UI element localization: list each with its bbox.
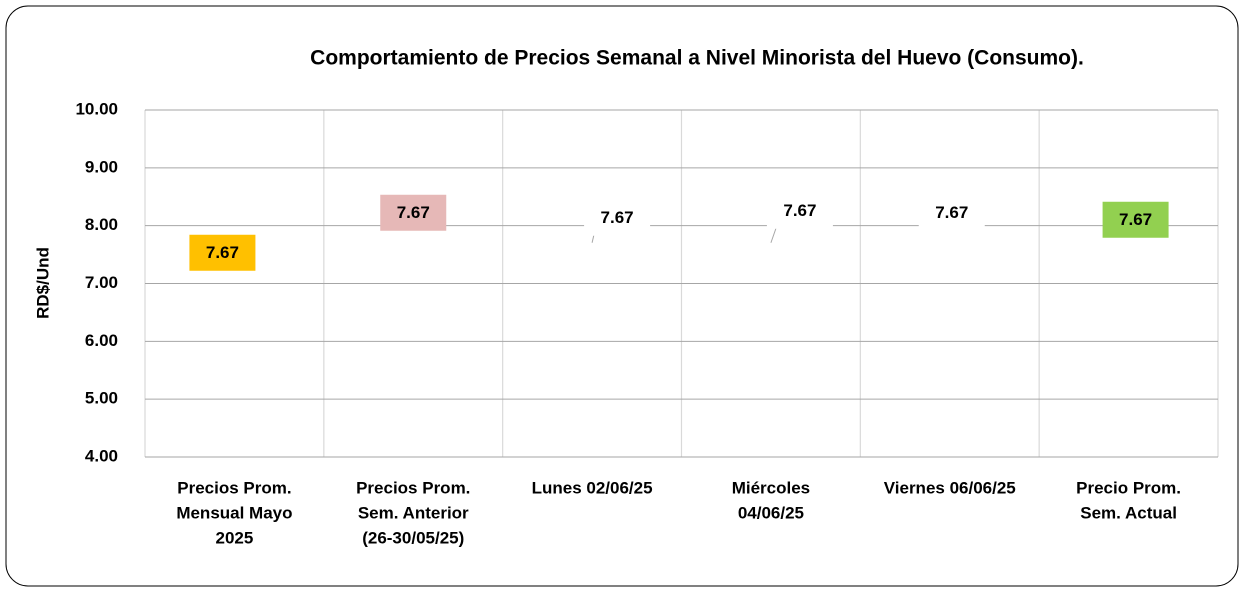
- x-tick-label: Miércoles: [732, 478, 810, 497]
- x-tick-label: Mensual Mayo: [176, 503, 292, 522]
- chart-border: [5, 5, 1239, 587]
- x-tick-label: Precios Prom.: [177, 478, 291, 497]
- x-tick-label: Lunes 02/06/25: [532, 478, 653, 497]
- value-label-box: [380, 194, 447, 231]
- value-label-box: [918, 194, 985, 231]
- x-tick-label: Viernes 06/06/25: [884, 478, 1016, 497]
- chart-title: Comportamiento de Precios Semanal a Nive…: [310, 47, 1084, 70]
- x-tick-label: (26-30/05/25): [362, 528, 464, 547]
- x-tick-label: Precio Prom.: [1076, 478, 1181, 497]
- y-tick-label: 7.00: [85, 273, 118, 292]
- value-label: 7.67: [397, 203, 430, 222]
- y-tick-label: 6.00: [85, 331, 118, 350]
- value-label-box: [766, 192, 833, 229]
- x-tick-label: Sem. Anterior: [358, 503, 469, 522]
- x-tick-label: 04/06/25: [738, 503, 804, 522]
- value-label: 7.67: [1119, 210, 1152, 229]
- value-label-box: [584, 199, 651, 236]
- y-tick-label: 9.00: [85, 157, 118, 176]
- value-label: 7.67: [601, 208, 634, 227]
- value-label: 7.67: [935, 203, 968, 222]
- x-tick-label: Sem. Actual: [1080, 503, 1177, 522]
- value-label-box: [1102, 201, 1169, 238]
- x-tick-label: Precios Prom.: [356, 478, 470, 497]
- x-tick-label: 2025: [216, 528, 254, 547]
- y-tick-label: 5.00: [85, 389, 118, 408]
- y-tick-label: 10.00: [75, 99, 118, 118]
- value-label: 7.67: [206, 243, 239, 262]
- y-tick-label: 4.00: [85, 446, 118, 465]
- y-axis-label: RD$/Und: [33, 247, 52, 319]
- value-label-box: [189, 234, 256, 271]
- value-label: 7.67: [783, 201, 816, 220]
- y-tick-label: 8.00: [85, 215, 118, 234]
